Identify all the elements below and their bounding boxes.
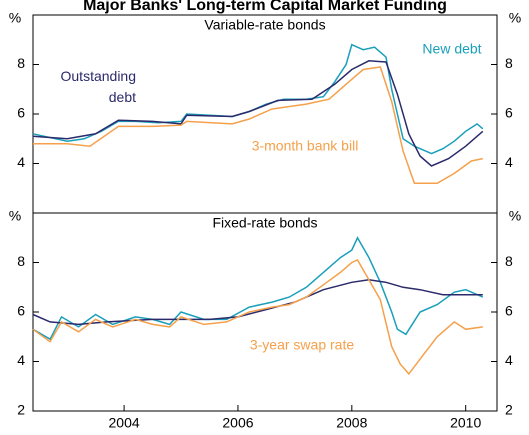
- y-tick-label: 6: [17, 303, 25, 319]
- y-tick-label-right: 6: [505, 303, 513, 319]
- plot-frame: [32, 212, 498, 412]
- x-tick-label: 2006: [222, 415, 253, 431]
- series-label: Outstanding debt: [61, 68, 137, 105]
- panel-subtitle: Fixed-rate bonds: [212, 215, 317, 231]
- x-tick-label: 2008: [336, 415, 367, 431]
- y-tick-label-right: 2: [505, 402, 513, 418]
- y-tick-label-right: 4: [505, 352, 513, 368]
- y-unit-right: %: [509, 10, 521, 26]
- series-line: [32, 259, 483, 376]
- y-unit-left: %: [9, 10, 21, 26]
- y-tick-label: 8: [17, 253, 25, 269]
- series-label: 3-month bank bill: [252, 138, 359, 154]
- y-tick-label-right: 6: [505, 105, 513, 121]
- series-line: [32, 60, 484, 167]
- series-line: [33, 66, 483, 185]
- series-label: New debt: [422, 41, 481, 57]
- panel-subtitle: Variable-rate bonds: [204, 17, 325, 33]
- series-line: [32, 43, 484, 155]
- y-tick-label: 2: [17, 402, 25, 418]
- y-unit-left: %: [9, 208, 21, 224]
- y-tick-label-right: 8: [505, 253, 513, 269]
- x-tick-label: 2004: [109, 415, 140, 431]
- y-tick-label-right: 4: [505, 154, 513, 170]
- chart-title: Major Banks' Long-term Capital Market Fu…: [83, 0, 447, 14]
- y-tick-label: 4: [17, 352, 25, 368]
- y-unit-right: %: [509, 208, 521, 224]
- y-tick-label: 4: [17, 154, 25, 170]
- y-tick-label: 6: [17, 105, 25, 121]
- y-tick-label: 8: [17, 55, 25, 71]
- x-tick-label: 2010: [450, 415, 481, 431]
- y-tick-label-right: 8: [505, 55, 513, 71]
- series-label: 3-year swap rate: [250, 337, 354, 353]
- series-line: [32, 236, 484, 341]
